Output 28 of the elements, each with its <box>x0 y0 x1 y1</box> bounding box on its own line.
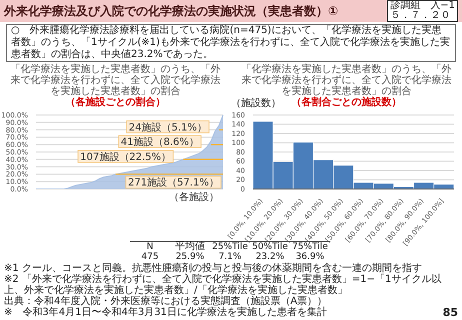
chart-subtitle: （各施設ごとの割合） <box>64 97 166 109</box>
text: 外来化学療法及び入院での化学療法の実施状況（実患者数）① <box>4 2 340 20</box>
text: N <box>146 242 154 252</box>
source-note: 出典：令和4年度入院・外来医療等における実態調査（施設票（A票）） <box>4 296 328 307</box>
text: 7.1% <box>218 252 242 262</box>
text: 23.2% <box>254 252 286 262</box>
text: 475 <box>140 252 160 262</box>
text: ※ 令和3年4月1日〜令和4年3月31日に化学療法を実施した患者を集計 <box>4 307 327 318</box>
text: ※2 「外来で化学療法を行わずに、全て入院で化学療法を実施した実患者数」=1−「1サイクル以上、外来で化学療法を実施した実患者数」/「化学療法を実施した実患者数」 <box>4 274 442 296</box>
text: 平均値 <box>174 241 206 252</box>
text: 36.9% <box>294 252 326 262</box>
text: ５．７．２０ <box>390 10 452 21</box>
ref-line-label: 107施設（22.5%） <box>80 150 172 163</box>
text: 25%Tile <box>211 242 248 252</box>
ref-line-label: 24施設（5.1%） <box>128 121 207 134</box>
text: ※1 クール、コースと同義。抗悪性腫瘍剤の投与と投与後の休薬期間を含む一連の期間を指す <box>4 263 423 274</box>
text: 85 <box>442 306 458 319</box>
ref-line-label: 271施設（57.1%） <box>128 176 219 189</box>
x-axis-title: （各施設） <box>169 191 219 204</box>
chart-title: 「化学療法を実施した実患者数」のうち、「外来で化学療法を行わずに、全て入院で化学療法を実施した実患者数」の割合 <box>10 64 222 97</box>
chart-subtitle: （各割合ごとの施設数） <box>292 97 402 108</box>
ref-line-label: 41施設（8.6%） <box>120 136 199 148</box>
y-axis-title: （施設数） <box>231 98 281 109</box>
text: 75%Tile <box>292 242 328 252</box>
chart-title: 「化学療法を実施した実患者数」のうち、「外来で化学療法を行わずに、全て入院で化学療法を実施した実患者数」の割合 <box>240 64 452 97</box>
text: ○ 外来腫瘍化学療法診療料を届出している病院(n=475)において、「化学療法を実施した実患者数」のうち、「1サイクル(※1)も外来で化学療法を行わずに、全て入院で化学療法を実施した実患者数」の割合は、中央値23.2%であった。 <box>6 24 456 62</box>
text: 25.9% <box>174 252 206 262</box>
text: 50%Tile <box>252 242 288 252</box>
